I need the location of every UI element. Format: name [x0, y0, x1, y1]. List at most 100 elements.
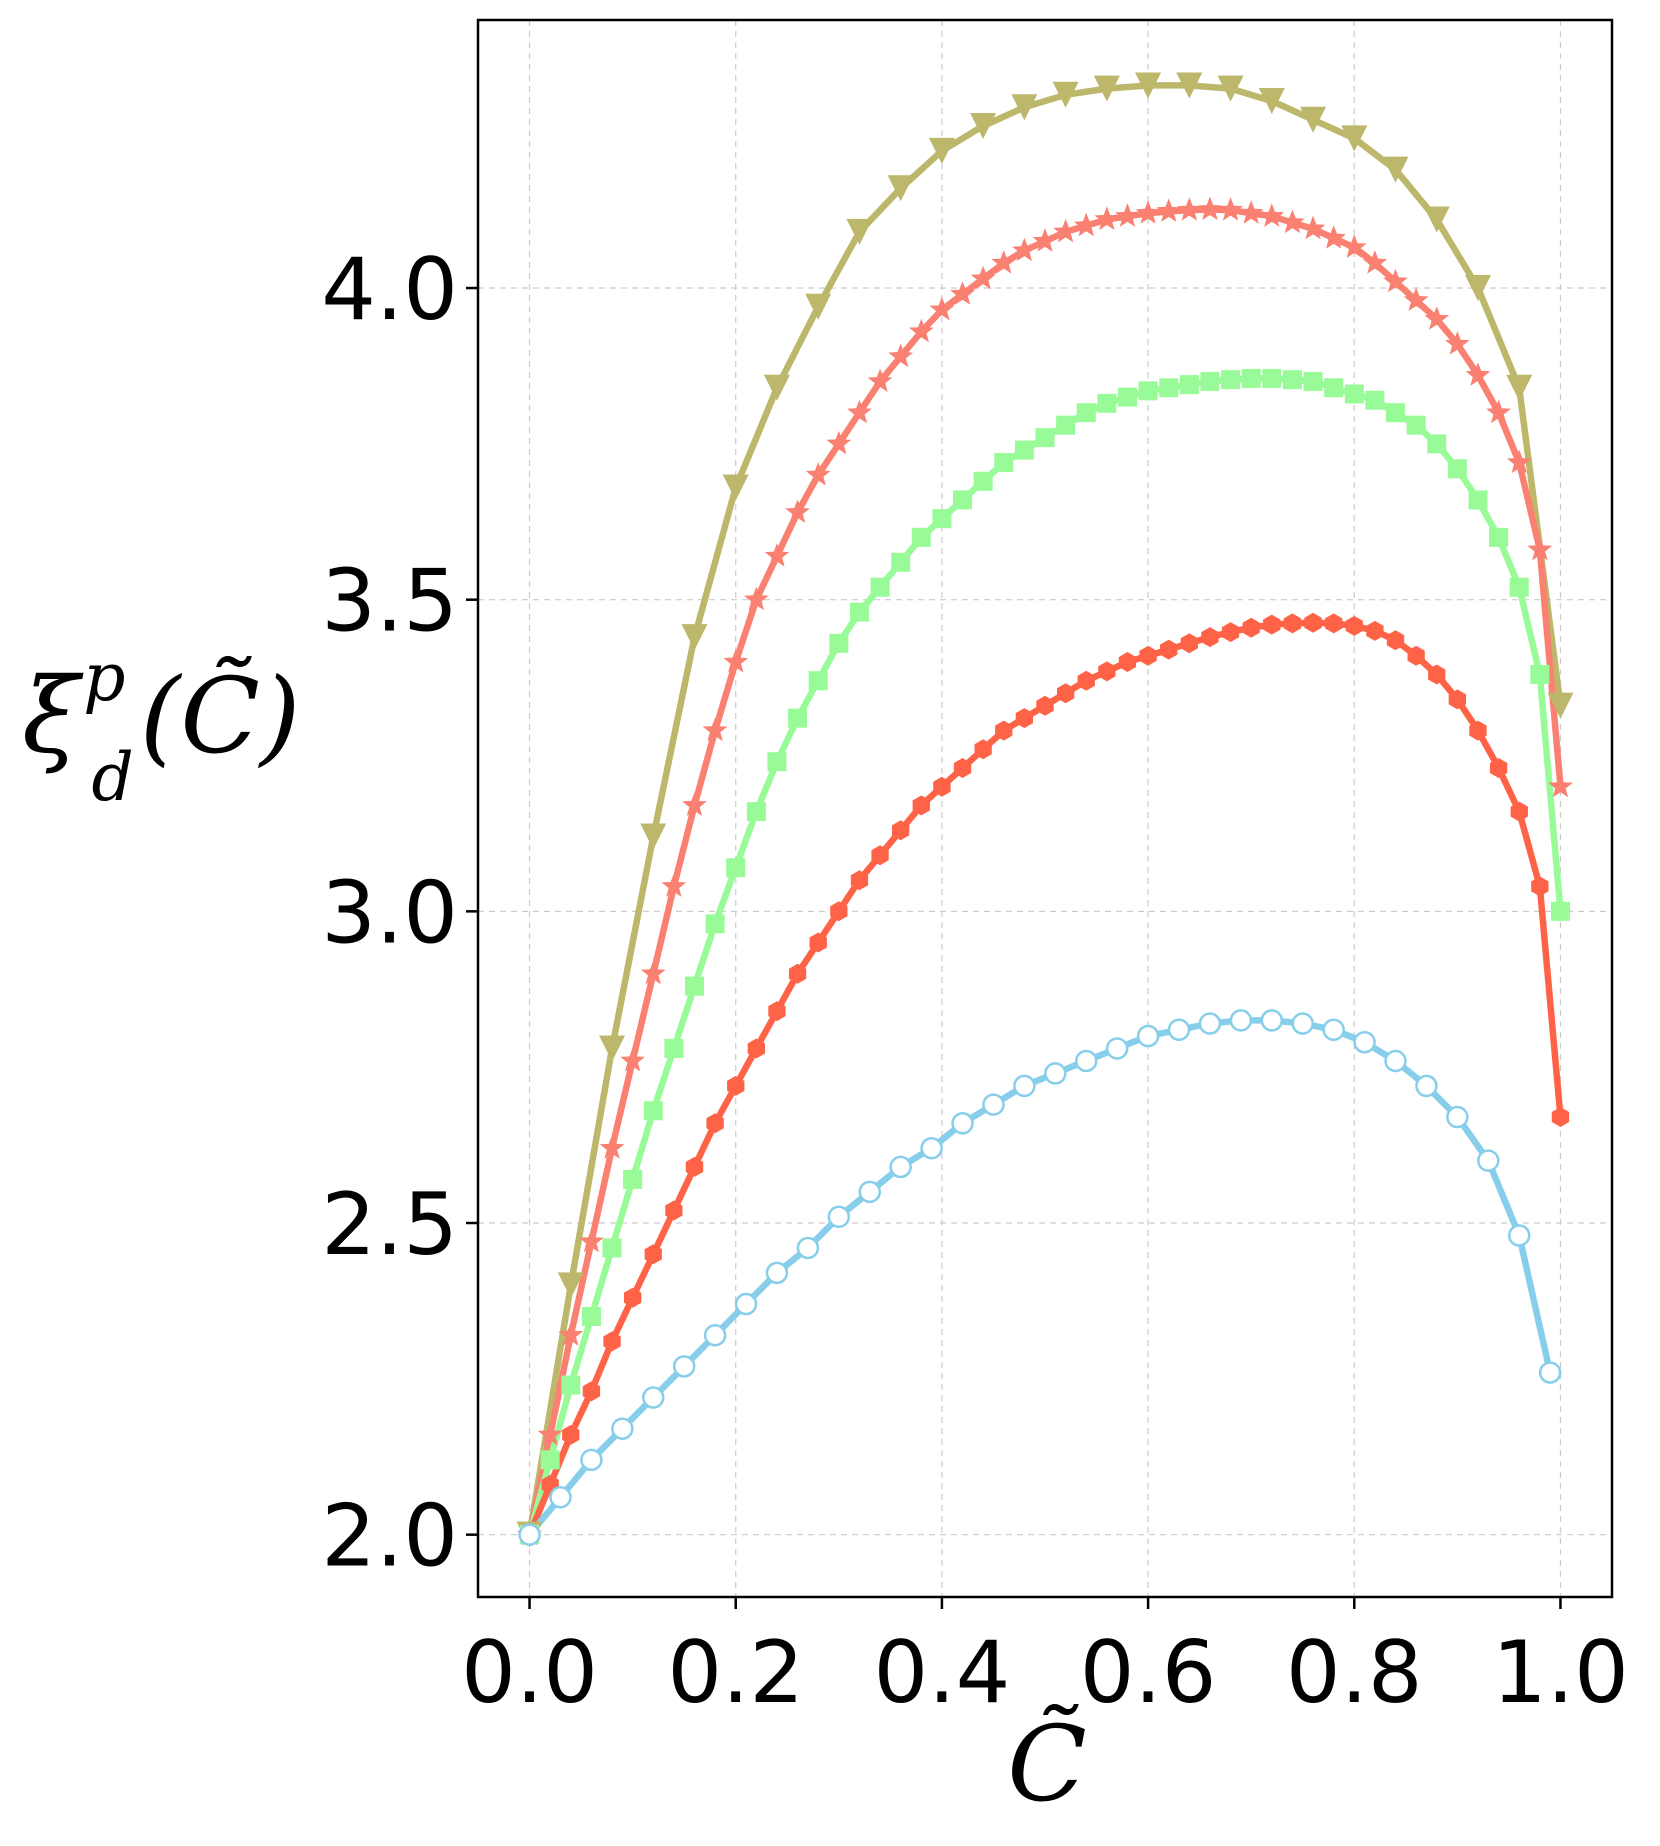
- data-point: [661, 873, 687, 897]
- data-point: [1135, 72, 1162, 99]
- data-point: [1012, 237, 1037, 262]
- data-point: [1139, 645, 1157, 666]
- data-point: [1341, 125, 1368, 152]
- data-point: [1094, 206, 1120, 230]
- data-point: [620, 1047, 645, 1072]
- data-point: [908, 318, 934, 343]
- data-point: [788, 963, 807, 984]
- data-point: [1489, 527, 1509, 547]
- data-point: [991, 250, 1017, 274]
- data-point: [850, 870, 869, 891]
- data-point: [1324, 378, 1344, 398]
- data-point: [1382, 156, 1409, 183]
- data-point: [1032, 228, 1058, 252]
- y-tick-label: 3.0: [321, 863, 458, 963]
- data-point: [623, 1169, 643, 1189]
- data-point: [1424, 306, 1450, 330]
- data-point: [702, 717, 728, 742]
- x-axis-title: C̃: [1007, 1703, 1087, 1825]
- data-point: [827, 1205, 851, 1229]
- data-point: [1303, 372, 1323, 392]
- plot-frame: [476, 18, 1614, 1599]
- x-tick-label: 0.0: [461, 1623, 598, 1723]
- data-point: [580, 1448, 603, 1472]
- data-point: [581, 1307, 601, 1327]
- data-point: [1263, 614, 1281, 635]
- data-point: [953, 490, 973, 510]
- data-point: [518, 1523, 541, 1546]
- data-point: [767, 752, 787, 772]
- data-point: [603, 1331, 621, 1352]
- data-point: [1304, 612, 1322, 633]
- data-point: [1135, 200, 1161, 224]
- data-point: [1217, 75, 1244, 102]
- data-point: [1098, 661, 1116, 682]
- grid-lines: [478, 20, 1612, 1597]
- data-point: [785, 499, 810, 523]
- x-tick-label: 0.6: [1080, 1623, 1217, 1723]
- data-point: [858, 1180, 881, 1204]
- data-point: [974, 739, 992, 760]
- data-point: [1014, 440, 1034, 460]
- data-point: [1445, 331, 1470, 355]
- data-point: [1105, 1037, 1129, 1060]
- y-tick-label: 4.0: [321, 240, 458, 340]
- data-point: [1115, 203, 1140, 227]
- data-point: [1035, 428, 1055, 448]
- series-markers: [516, 72, 1574, 1548]
- y-axis-title-argument: (C̃): [140, 655, 301, 777]
- data-point: [1427, 434, 1447, 454]
- data-point: [982, 1093, 1005, 1116]
- data-point: [685, 1156, 704, 1177]
- data-point: [1221, 370, 1241, 390]
- data-point: [1353, 1030, 1376, 1054]
- data-point: [1283, 613, 1302, 634]
- data-point: [1013, 1074, 1036, 1098]
- data-point: [973, 471, 993, 491]
- data-point: [830, 901, 848, 922]
- data-point: [1507, 1224, 1531, 1247]
- data-point: [549, 1486, 572, 1509]
- data-point: [1259, 203, 1285, 227]
- data-point: [1506, 449, 1532, 474]
- data-point: [722, 474, 749, 501]
- data-point: [887, 175, 914, 202]
- data-point: [1036, 695, 1054, 716]
- data-point: [911, 527, 931, 547]
- data-point: [1486, 399, 1511, 424]
- data-point: [643, 1101, 663, 1121]
- data-point: [764, 543, 790, 567]
- data-point: [1280, 209, 1305, 234]
- data-point: [1468, 490, 1488, 510]
- data-point: [1423, 206, 1450, 233]
- data-point: [1015, 708, 1033, 729]
- data-point: [558, 1322, 584, 1346]
- data-point: [1118, 652, 1137, 672]
- data-point: [889, 1155, 912, 1179]
- data-point: [682, 792, 707, 816]
- data-point: [995, 720, 1013, 741]
- data-point: [611, 1417, 634, 1440]
- data-point: [1362, 250, 1388, 274]
- y-axis-ticks: 2.0 2.5 3.0 3.5 4.0: [321, 240, 478, 1587]
- data-point: [1221, 622, 1240, 643]
- data-point: [1386, 403, 1406, 423]
- data-point: [1052, 81, 1079, 108]
- data-point: [734, 1292, 758, 1316]
- data-point: [1510, 801, 1528, 822]
- data-point: [871, 845, 889, 866]
- data-point: [602, 1238, 622, 1258]
- data-point: [1446, 1105, 1469, 1129]
- data-point: [1076, 403, 1096, 423]
- data-point: [1093, 75, 1120, 102]
- data-point: [1321, 225, 1346, 249]
- data-point: [1156, 198, 1182, 222]
- data-point: [1177, 197, 1202, 221]
- data-point: [1509, 577, 1529, 597]
- data-point: [1179, 375, 1199, 395]
- data-point: [805, 462, 831, 486]
- x-tick-label: 1.0: [1492, 1623, 1629, 1723]
- data-point: [1322, 1018, 1345, 1042]
- data-point: [846, 218, 873, 245]
- data-point: [1180, 633, 1198, 654]
